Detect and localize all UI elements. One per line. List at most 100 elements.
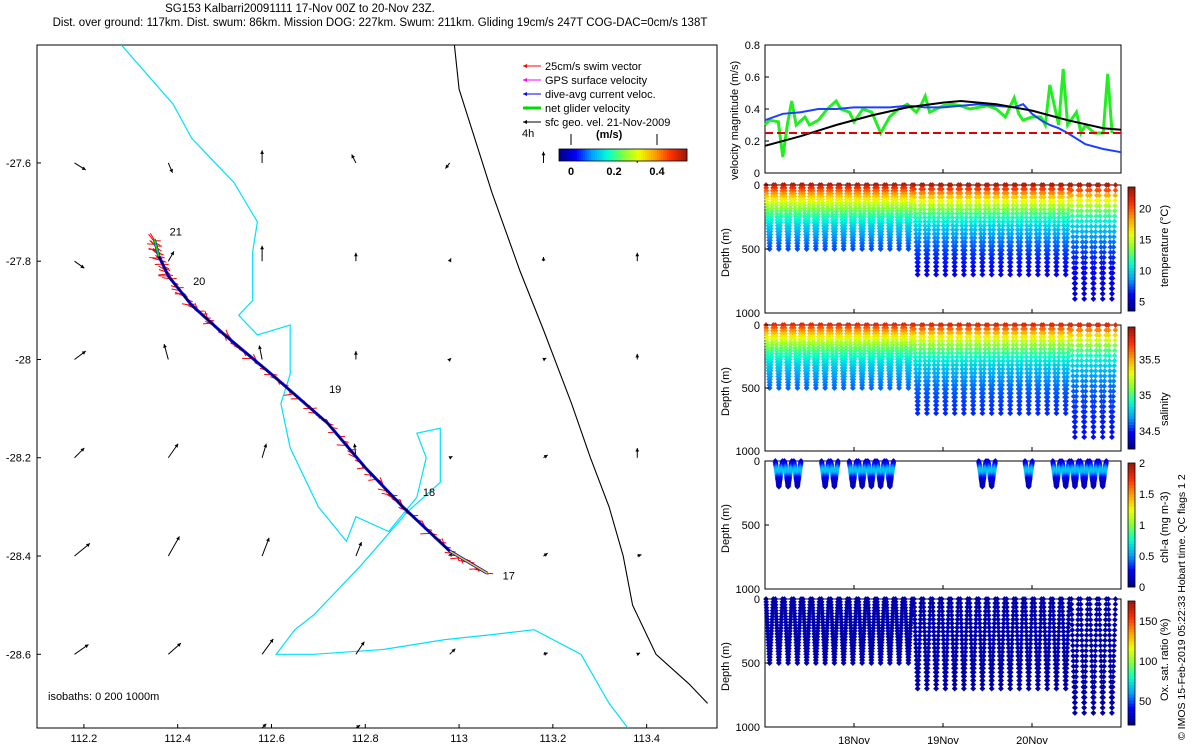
colorbar-label: (m/s)	[596, 129, 623, 141]
profile-point	[1037, 202, 1044, 209]
colorbar-cell	[1128, 580, 1135, 585]
colorbar-cell	[1128, 239, 1135, 244]
profile-point	[921, 202, 927, 209]
profile-point	[962, 226, 969, 233]
profile-point	[1112, 342, 1118, 349]
profile-point	[1026, 247, 1033, 254]
profile-point	[1008, 235, 1015, 241]
profile-point	[1028, 198, 1035, 205]
sfc-vector-head	[81, 351, 86, 355]
colorbar-cell	[1128, 258, 1135, 262]
profile-point	[1016, 410, 1023, 417]
profile-point	[1096, 202, 1103, 209]
profile-point	[1092, 378, 1099, 384]
profile-point	[1090, 424, 1097, 430]
profile-point	[1008, 231, 1015, 237]
colorbar-cell	[645, 149, 648, 161]
profile-point	[1019, 202, 1026, 209]
profile-point	[916, 226, 923, 233]
colorbar-cell	[1128, 252, 1135, 256]
colorbar-cell	[677, 149, 680, 161]
profile-point	[958, 198, 964, 205]
profile-point	[972, 222, 978, 229]
profile-point	[933, 255, 940, 262]
profile-point	[1062, 410, 1069, 417]
sfc-vector-head	[260, 245, 265, 250]
profile-point	[899, 196, 905, 203]
sfc-vector-head	[85, 543, 90, 548]
profile-point	[1112, 197, 1118, 204]
profile-point	[1087, 352, 1094, 359]
profile-point	[988, 267, 995, 274]
colorbar-cell	[597, 149, 600, 161]
profile-point	[952, 263, 958, 270]
profile-point	[917, 206, 924, 213]
colorbar-cell	[561, 149, 564, 161]
profile-point	[1081, 285, 1088, 292]
profile-point	[1018, 218, 1025, 225]
colorbar-cell	[1128, 330, 1135, 334]
profile-point	[1099, 296, 1106, 302]
profile-point	[1091, 280, 1097, 287]
profile-point	[1025, 267, 1032, 274]
colorbar-cell	[1128, 230, 1135, 234]
profile-point	[1009, 214, 1016, 221]
legend-label: 25cm/s swim vector	[545, 61, 642, 73]
colorbar-cell	[1128, 430, 1135, 435]
colorbar-cell	[1128, 559, 1135, 563]
profile-point	[1110, 383, 1117, 390]
colorbar-cell	[1128, 537, 1135, 541]
profile-point	[939, 202, 946, 209]
profile-point	[1031, 186, 1038, 192]
profile-point	[1004, 210, 1011, 217]
profile-point	[998, 410, 1004, 417]
profile-point	[1110, 249, 1117, 256]
profile-point	[1031, 190, 1038, 196]
profile-point	[980, 243, 987, 249]
profile-point	[933, 267, 940, 274]
profile-point	[1073, 249, 1080, 256]
profile-point	[925, 239, 932, 245]
profile-point	[1017, 243, 1024, 249]
profile-point	[1090, 296, 1097, 302]
profile-point	[1056, 210, 1062, 217]
legend-swatch-head	[523, 78, 527, 82]
profile-point	[958, 214, 965, 221]
profile-point	[949, 206, 955, 213]
profile-point	[929, 186, 936, 192]
profile-point	[1111, 218, 1118, 225]
profile-point	[1013, 194, 1020, 201]
colorbar-cell	[649, 149, 652, 161]
profile-point	[943, 259, 949, 266]
profile-point	[1106, 342, 1112, 349]
profile-point	[1005, 231, 1012, 237]
profile-point	[1022, 190, 1029, 196]
sfc-vector-head	[360, 641, 365, 646]
sfc-vector-head	[358, 542, 362, 546]
colorbar-cell	[1128, 549, 1135, 554]
colorbar-cell	[1128, 503, 1135, 507]
y-tick-label: 1000	[736, 308, 760, 320]
colorbar-cell	[1128, 466, 1135, 470]
y-tick-label: 0.4	[745, 104, 760, 116]
profile-point	[825, 196, 831, 203]
y-tick-label: 0	[754, 456, 760, 468]
profile-point	[1059, 182, 1065, 188]
profile-point	[973, 198, 979, 205]
colorbar-cell	[1128, 289, 1135, 293]
profile-point	[1046, 214, 1053, 221]
profile-point	[931, 231, 938, 237]
sfc-vector-head	[80, 447, 85, 452]
profile-point	[949, 218, 956, 225]
profile-point	[1092, 233, 1099, 240]
profile-point	[931, 222, 938, 229]
y-tick-label: 0.8	[745, 40, 760, 52]
sfc-vector-head	[542, 357, 547, 362]
profile-point	[1023, 222, 1030, 229]
colorbar-tick: 1	[1139, 520, 1145, 532]
colorbar-cell	[1128, 276, 1135, 281]
profile-point	[948, 186, 955, 192]
profile-point	[924, 259, 931, 266]
